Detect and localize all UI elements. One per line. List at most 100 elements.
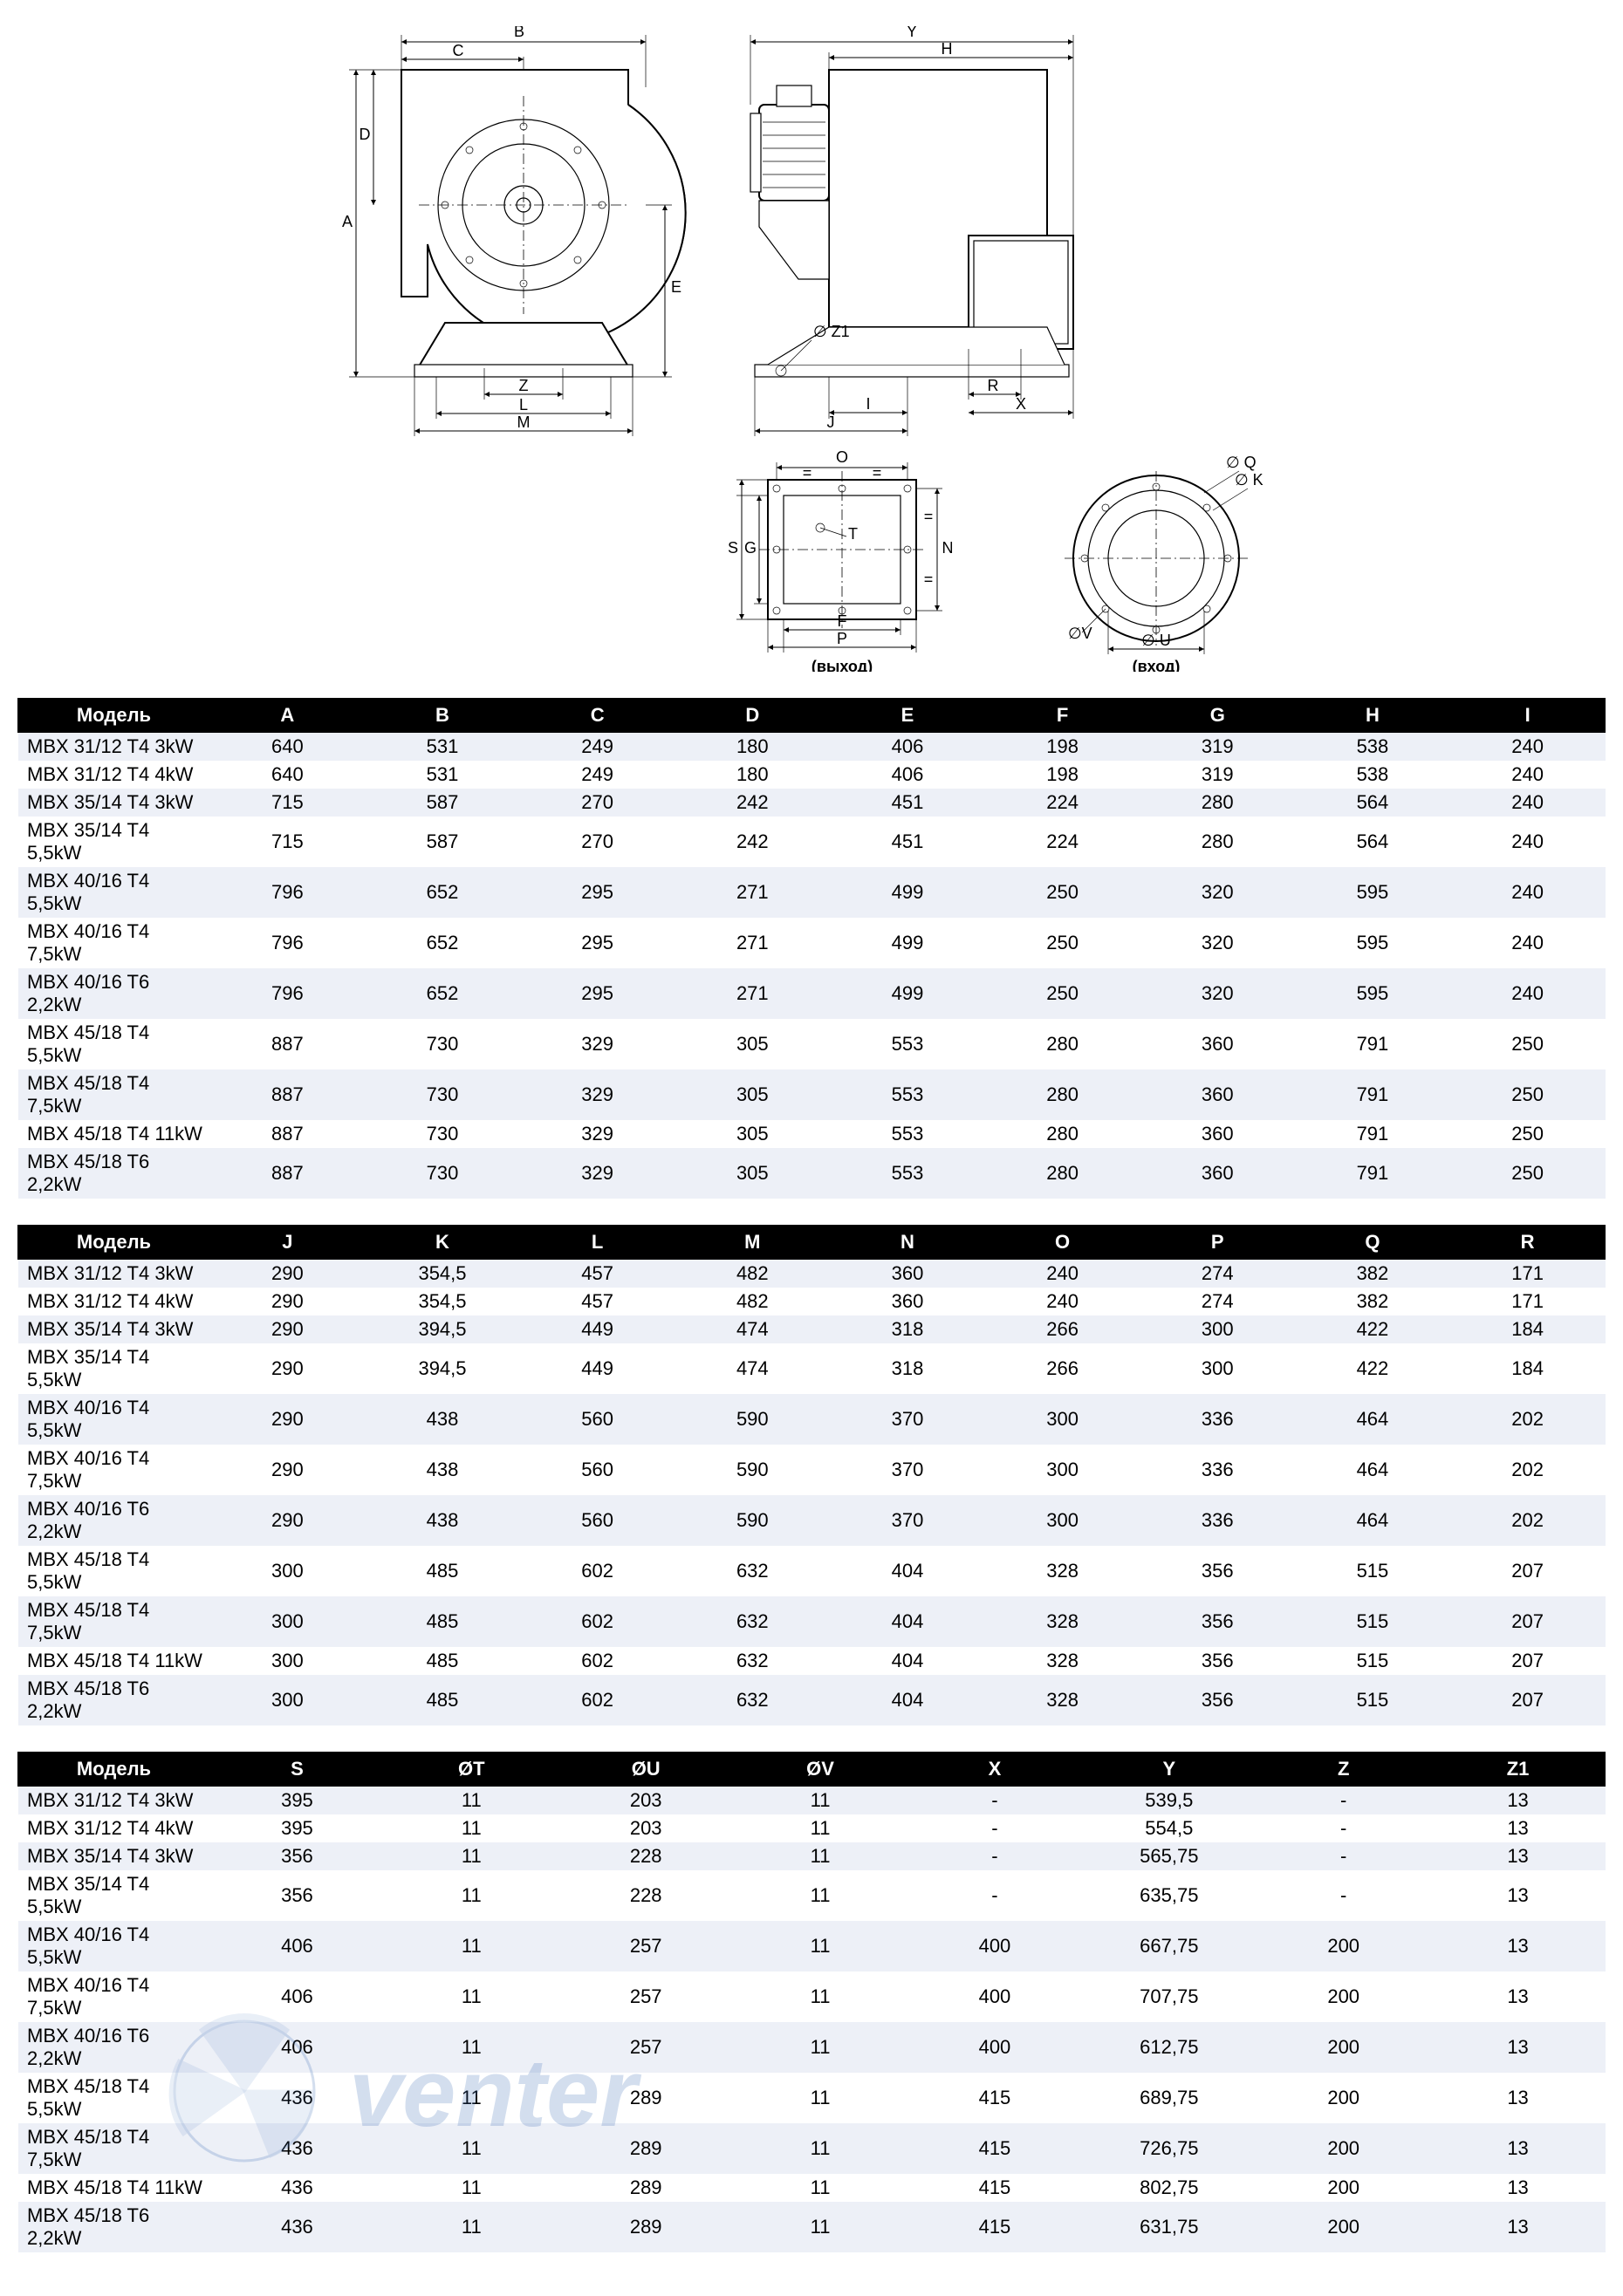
- svg-text:X: X: [1016, 395, 1026, 413]
- value-cell: 715: [210, 817, 366, 867]
- model-cell: MBX 45/18 T4 5,5kW: [18, 1019, 210, 1069]
- table-row: MBX 35/14 T4 5,5kW290394,544947431826630…: [18, 1343, 1606, 1394]
- value-cell: 328: [985, 1675, 1140, 1725]
- value-cell: 539,5: [1082, 1787, 1257, 1815]
- value-cell: 887: [210, 1120, 366, 1148]
- value-cell: 415: [907, 2073, 1082, 2123]
- value-cell: 531: [365, 761, 520, 789]
- model-cell: MBX 40/16 T4 5,5kW: [18, 1394, 210, 1445]
- svg-text:S: S: [728, 539, 738, 557]
- value-cell: 382: [1295, 1260, 1450, 1288]
- value-cell: 198: [985, 733, 1140, 762]
- col-header: Y: [1082, 1753, 1257, 1787]
- value-cell: 280: [1140, 817, 1295, 867]
- value-cell: 242: [675, 817, 830, 867]
- value-cell: -: [907, 1842, 1082, 1870]
- model-cell: MBX 40/16 T6 2,2kW: [18, 1495, 210, 1546]
- col-header: I: [1450, 699, 1606, 733]
- value-cell: 13: [1431, 2123, 1606, 2174]
- col-header: R: [1450, 1226, 1606, 1260]
- col-header: ØV: [733, 1753, 907, 1787]
- value-cell: 791: [1295, 1120, 1450, 1148]
- col-header: ØU: [558, 1753, 733, 1787]
- value-cell: 274: [1140, 1288, 1295, 1315]
- value-cell: 652: [365, 968, 520, 1019]
- value-cell: 602: [520, 1675, 675, 1725]
- value-cell: 224: [985, 817, 1140, 867]
- table-row: MBX 45/18 T6 2,2kW3004856026324043283565…: [18, 1675, 1606, 1725]
- model-cell: MBX 40/16 T6 2,2kW: [18, 968, 210, 1019]
- value-cell: 207: [1450, 1647, 1606, 1675]
- table-row: MBX 40/16 T6 2,2kW2904385605903703003364…: [18, 1495, 1606, 1546]
- col-header: A: [210, 699, 366, 733]
- table-row: MBX 45/18 T4 11kW88773032930555328036079…: [18, 1120, 1606, 1148]
- value-cell: 482: [675, 1288, 830, 1315]
- value-cell: 11: [384, 1842, 558, 1870]
- value-cell: 290: [210, 1495, 366, 1546]
- value-cell: 240: [1450, 817, 1606, 867]
- value-cell: 457: [520, 1260, 675, 1288]
- svg-text:D: D: [360, 126, 371, 143]
- value-cell: 356: [1140, 1675, 1295, 1725]
- value-cell: 404: [830, 1675, 985, 1725]
- value-cell: 11: [384, 1971, 558, 2022]
- value-cell: 802,75: [1082, 2174, 1257, 2202]
- table-row: MBX 40/16 T4 7,5kW4061125711400707,75200…: [18, 1971, 1606, 2022]
- table-row: MBX 45/18 T4 5,5kW4361128911415689,75200…: [18, 2073, 1606, 2123]
- value-cell: 415: [907, 2202, 1082, 2252]
- model-cell: MBX 35/14 T4 3kW: [18, 1842, 210, 1870]
- value-cell: 240: [985, 1260, 1140, 1288]
- value-cell: 436: [210, 2073, 385, 2123]
- value-cell: 320: [1140, 867, 1295, 918]
- value-cell: 652: [365, 867, 520, 918]
- svg-text:A: A: [342, 213, 353, 230]
- value-cell: 485: [365, 1546, 520, 1596]
- value-cell: -: [1257, 1870, 1431, 1921]
- value-cell: 318: [830, 1343, 985, 1394]
- value-cell: 171: [1450, 1288, 1606, 1315]
- value-cell: 565,75: [1082, 1842, 1257, 1870]
- value-cell: 438: [365, 1394, 520, 1445]
- value-cell: 203: [558, 1787, 733, 1815]
- value-cell: 250: [985, 918, 1140, 968]
- value-cell: 887: [210, 1019, 366, 1069]
- value-cell: 200: [1257, 2022, 1431, 2073]
- value-cell: 11: [384, 2174, 558, 2202]
- value-cell: -: [1257, 1814, 1431, 1842]
- value-cell: 726,75: [1082, 2123, 1257, 2174]
- value-cell: 515: [1295, 1647, 1450, 1675]
- value-cell: 689,75: [1082, 2073, 1257, 2123]
- dimensions-table-2: МодельJKLMNOPQR MBX 31/12 T4 3kW290354,5…: [17, 1225, 1606, 1725]
- value-cell: 280: [1140, 789, 1295, 817]
- value-cell: 11: [384, 2073, 558, 2123]
- value-cell: 200: [1257, 1971, 1431, 2022]
- model-cell: MBX 35/14 T4 3kW: [18, 789, 210, 817]
- value-cell: 329: [520, 1120, 675, 1148]
- svg-text:B: B: [514, 26, 524, 40]
- value-cell: 515: [1295, 1675, 1450, 1725]
- value-cell: 404: [830, 1546, 985, 1596]
- value-cell: 356: [1140, 1596, 1295, 1647]
- table-row: MBX 45/18 T4 7,5kW8877303293055532803607…: [18, 1069, 1606, 1120]
- col-header: G: [1140, 699, 1295, 733]
- svg-text:Y: Y: [907, 26, 917, 40]
- value-cell: 730: [365, 1069, 520, 1120]
- value-cell: 499: [830, 968, 985, 1019]
- value-cell: 202: [1450, 1445, 1606, 1495]
- table-row: MBX 31/12 T4 4kW640531249180406198319538…: [18, 761, 1606, 789]
- value-cell: 354,5: [365, 1288, 520, 1315]
- value-cell: 328: [985, 1596, 1140, 1647]
- value-cell: 394,5: [365, 1315, 520, 1343]
- svg-text:H: H: [942, 40, 953, 58]
- table-row: MBX 40/16 T4 5,5kW2904385605903703003364…: [18, 1394, 1606, 1445]
- model-cell: MBX 35/14 T4 5,5kW: [18, 817, 210, 867]
- value-cell: 250: [985, 867, 1140, 918]
- model-cell: MBX 35/14 T4 5,5kW: [18, 1870, 210, 1921]
- value-cell: 451: [830, 817, 985, 867]
- value-cell: 11: [733, 1842, 907, 1870]
- value-cell: 640: [210, 733, 366, 762]
- value-cell: 13: [1431, 1870, 1606, 1921]
- model-cell: MBX 31/12 T4 3kW: [18, 1787, 210, 1815]
- value-cell: 329: [520, 1069, 675, 1120]
- value-cell: 240: [1450, 761, 1606, 789]
